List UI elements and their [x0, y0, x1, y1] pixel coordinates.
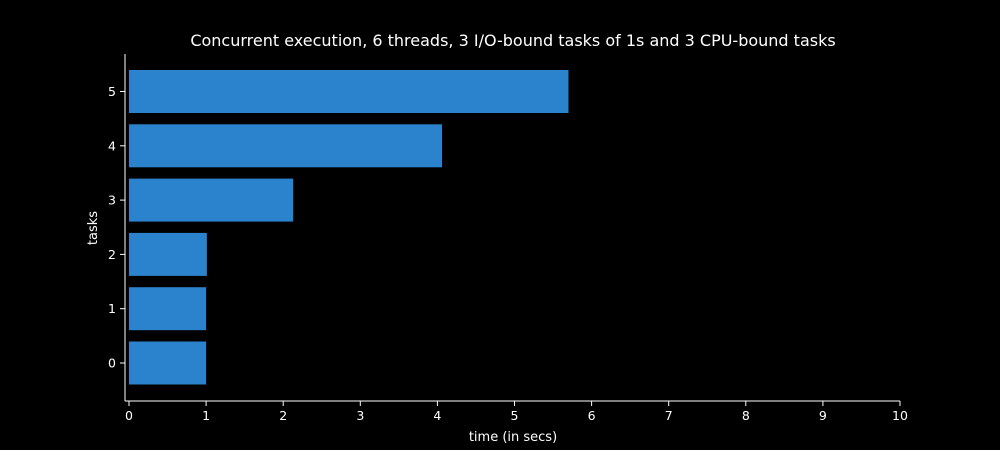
bar-task-3	[129, 178, 294, 222]
y-axis-label: tasks	[86, 211, 101, 245]
bars-layer	[129, 70, 569, 385]
x-tick-label: 2	[279, 408, 287, 423]
x-tick-label: 1	[202, 408, 210, 423]
y-tick-label: 3	[108, 193, 116, 208]
y-tick-label: 2	[108, 247, 116, 262]
y-tick-label: 5	[108, 84, 116, 99]
y-tick-label: 1	[108, 301, 116, 316]
x-axis-label: time (in secs)	[469, 430, 557, 445]
bar-task-2	[129, 232, 207, 276]
x-tick-label: 4	[433, 408, 441, 423]
bar-task-5	[129, 70, 569, 113]
y-ticks: 0 1 2 3 4 5	[108, 84, 125, 371]
bar-task-1	[129, 287, 207, 331]
y-tick-label: 0	[108, 356, 116, 371]
x-tick-label: 8	[742, 408, 750, 423]
x-tick-label: 10	[892, 408, 908, 423]
bar-task-4	[129, 124, 443, 168]
x-tick-label: 6	[588, 408, 596, 423]
x-tick-label: 7	[665, 408, 673, 423]
chart-title: Concurrent execution, 6 threads, 3 I/O-b…	[190, 31, 835, 50]
x-tick-label: 5	[511, 408, 519, 423]
bar-task-0	[129, 341, 207, 385]
x-ticks: 0 1 2 3 4 5 6 7 8 9 10	[125, 401, 908, 423]
x-tick-label: 3	[356, 408, 364, 423]
x-tick-label: 9	[819, 408, 827, 423]
y-tick-label: 4	[108, 138, 116, 153]
x-tick-label: 0	[125, 408, 133, 423]
